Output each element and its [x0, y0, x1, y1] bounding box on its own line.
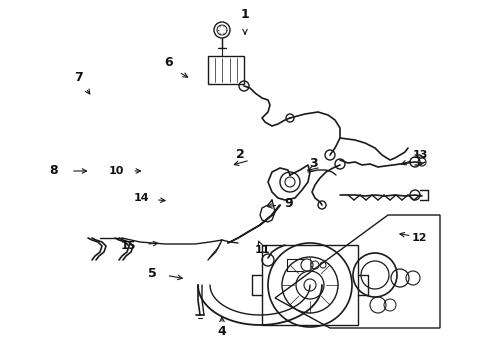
Text: 10: 10 [109, 166, 124, 176]
Text: 13: 13 [413, 150, 428, 160]
Text: 6: 6 [165, 57, 173, 69]
Text: 2: 2 [236, 148, 245, 161]
Text: 9: 9 [285, 197, 294, 210]
Bar [208, 56, 244, 84]
Bar [262, 245, 358, 325]
Text: 15: 15 [121, 241, 137, 251]
Text: 12: 12 [411, 233, 427, 243]
Text: 3: 3 [309, 157, 318, 170]
Text: 4: 4 [218, 325, 226, 338]
Text: 11: 11 [254, 245, 270, 255]
Text: 14: 14 [133, 193, 149, 203]
Text: 1: 1 [241, 8, 249, 21]
Text: 7: 7 [74, 71, 83, 84]
Text: 5: 5 [147, 267, 156, 280]
Text: 8: 8 [49, 165, 58, 177]
